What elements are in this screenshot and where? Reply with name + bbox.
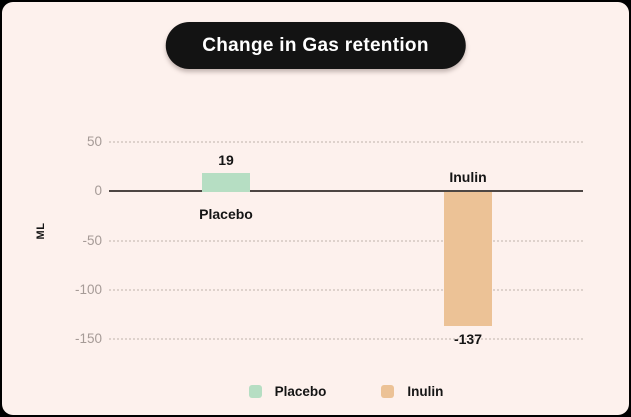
- bar-value-label: 19: [218, 152, 234, 168]
- y-axis-tick-label: -150: [74, 331, 102, 346]
- gridline: [109, 289, 583, 291]
- gridline: [109, 338, 583, 340]
- y-axis-tick-label: -50: [82, 233, 102, 248]
- legend-label: Placebo: [274, 383, 327, 399]
- category-label-inulin: Inulin: [449, 169, 487, 185]
- gridline: [109, 240, 583, 242]
- chart-title-pill: Change in Gas retention: [165, 22, 466, 69]
- category-label-placebo: Placebo: [199, 206, 253, 222]
- legend-item-inulin[interactable]: Inulin: [381, 384, 443, 399]
- legend-swatch-inulin: [381, 384, 395, 398]
- bar-value-label: -137: [453, 331, 483, 347]
- legend: Placebo Inulin: [109, 379, 583, 403]
- y-axis-tick-label: 50: [86, 134, 102, 149]
- y-axis-tick-label: 0: [94, 183, 102, 198]
- chart-title: Change in Gas retention: [202, 35, 429, 56]
- legend-item-placebo[interactable]: Placebo: [248, 383, 327, 399]
- bar-inulin: [444, 192, 492, 326]
- legend-swatch-placebo: [248, 384, 262, 398]
- y-axis-tick-label: -100: [74, 282, 102, 297]
- zero-axis-line: [109, 190, 583, 192]
- legend-label: Inulin: [407, 383, 444, 399]
- bar-placebo: [202, 173, 250, 192]
- gridline: [109, 141, 583, 143]
